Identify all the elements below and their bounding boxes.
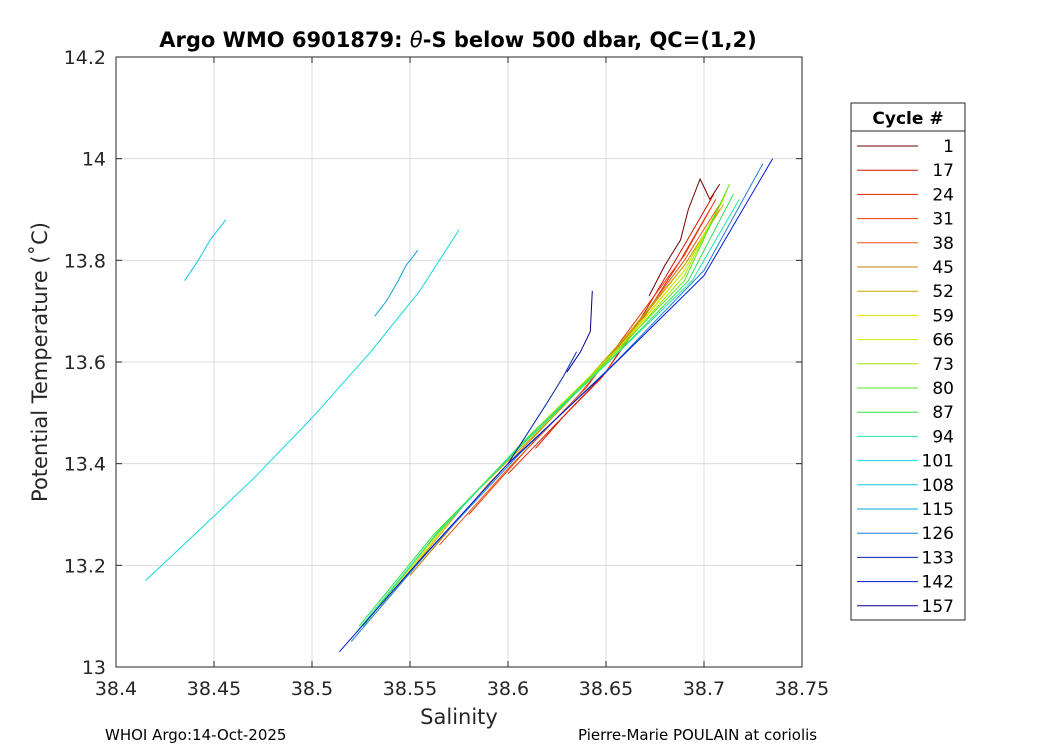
title-theta: θ: [410, 28, 423, 52]
legend-label-cycle-80: 80: [932, 379, 954, 399]
y-tick-label: 13.2: [64, 555, 106, 577]
legend-label-cycle-66: 66: [932, 331, 954, 351]
legend-label-cycle-73: 73: [932, 355, 954, 375]
y-tick-label: 13.8: [64, 250, 106, 272]
chart-title: Argo WMO 6901879: θ-S below 500 dbar, QC…: [159, 28, 756, 52]
title-prefix: Argo WMO 6901879:: [159, 28, 410, 52]
legend-label-cycle-38: 38: [932, 234, 954, 254]
legend-box: [850, 102, 966, 621]
legend-label-cycle-17: 17: [932, 161, 954, 181]
legend-label-cycle-157: 157: [922, 597, 954, 617]
y-tick-label: 14: [82, 149, 106, 171]
legend-label-cycle-101: 101: [922, 452, 954, 472]
legend-title: Cycle #: [872, 109, 943, 129]
x-tick-label: 38.45: [187, 678, 241, 700]
y-tick-label: 13.6: [64, 352, 106, 374]
legend-label-cycle-1: 1: [943, 137, 954, 157]
series-line-cycle-101: [145, 229, 460, 581]
x-tick-label: 38.4: [95, 678, 137, 700]
series-line-cycle-87: [358, 193, 734, 627]
legend-label-cycle-59: 59: [932, 306, 954, 326]
x-tick-label: 38.5: [291, 678, 333, 700]
legend-label-cycle-87: 87: [932, 403, 954, 423]
series-line-cycle-94: [356, 199, 740, 632]
legend-label-cycle-24: 24: [932, 185, 954, 205]
legend-label-cycle-115: 115: [922, 500, 954, 520]
legend-label-cycle-126: 126: [922, 524, 954, 544]
legend-label-cycle-94: 94: [932, 427, 954, 447]
x-tick-label: 38.55: [383, 678, 437, 700]
y-tick-label: 13: [82, 657, 106, 679]
series-line-cycle-157: [566, 290, 593, 373]
x-ticks: 38.4 38.45 38.5 38.55 38.6 38.65 38.7 38.75: [95, 57, 829, 700]
x-tick-label: 38.7: [683, 678, 725, 700]
series-line-cycle-108: [184, 219, 227, 281]
footer-left: WHOI Argo:14-Oct-2025: [105, 726, 286, 744]
legend-items: 1 17 24 31 38 45 52 59 66 73 80 87 94 101 108 115 126 133…: [857, 137, 954, 617]
series-line-cycle-133: [507, 351, 578, 464]
series-line-cycle-142: [339, 158, 774, 653]
x-axis-label: Salinity: [420, 705, 498, 729]
x-tick-label: 38.75: [775, 678, 829, 700]
title-suffix: -S below 500 dbar, QC=(1,2): [423, 28, 757, 52]
y-axis-label: Potential Temperature (˚C): [28, 222, 52, 502]
legend-label-cycle-133: 133: [922, 548, 954, 568]
footer-right: Pierre-Marie POULAIN at coriolis: [578, 726, 817, 744]
legend-label-cycle-31: 31: [932, 210, 954, 230]
legend: Cycle # 11724313845525966738087941011081…: [850, 102, 966, 621]
legend-label-cycle-45: 45: [932, 258, 954, 278]
series-group: [145, 158, 774, 653]
series-line-cycle-1: [648, 177, 721, 297]
legend-label-cycle-108: 108: [922, 476, 954, 496]
y-tick-label: 14.2: [64, 47, 106, 69]
legend-label-cycle-142: 142: [922, 573, 954, 593]
legend-label-cycle-52: 52: [932, 282, 954, 302]
x-tick-label: 38.65: [579, 678, 633, 700]
x-tick-label: 38.6: [487, 678, 529, 700]
y-ticks: 13 13.2 13.4 13.6 13.8 14 14.2: [64, 47, 802, 679]
y-tick-label: 13.4: [64, 454, 106, 476]
series-line-cycle-115: [374, 249, 419, 317]
